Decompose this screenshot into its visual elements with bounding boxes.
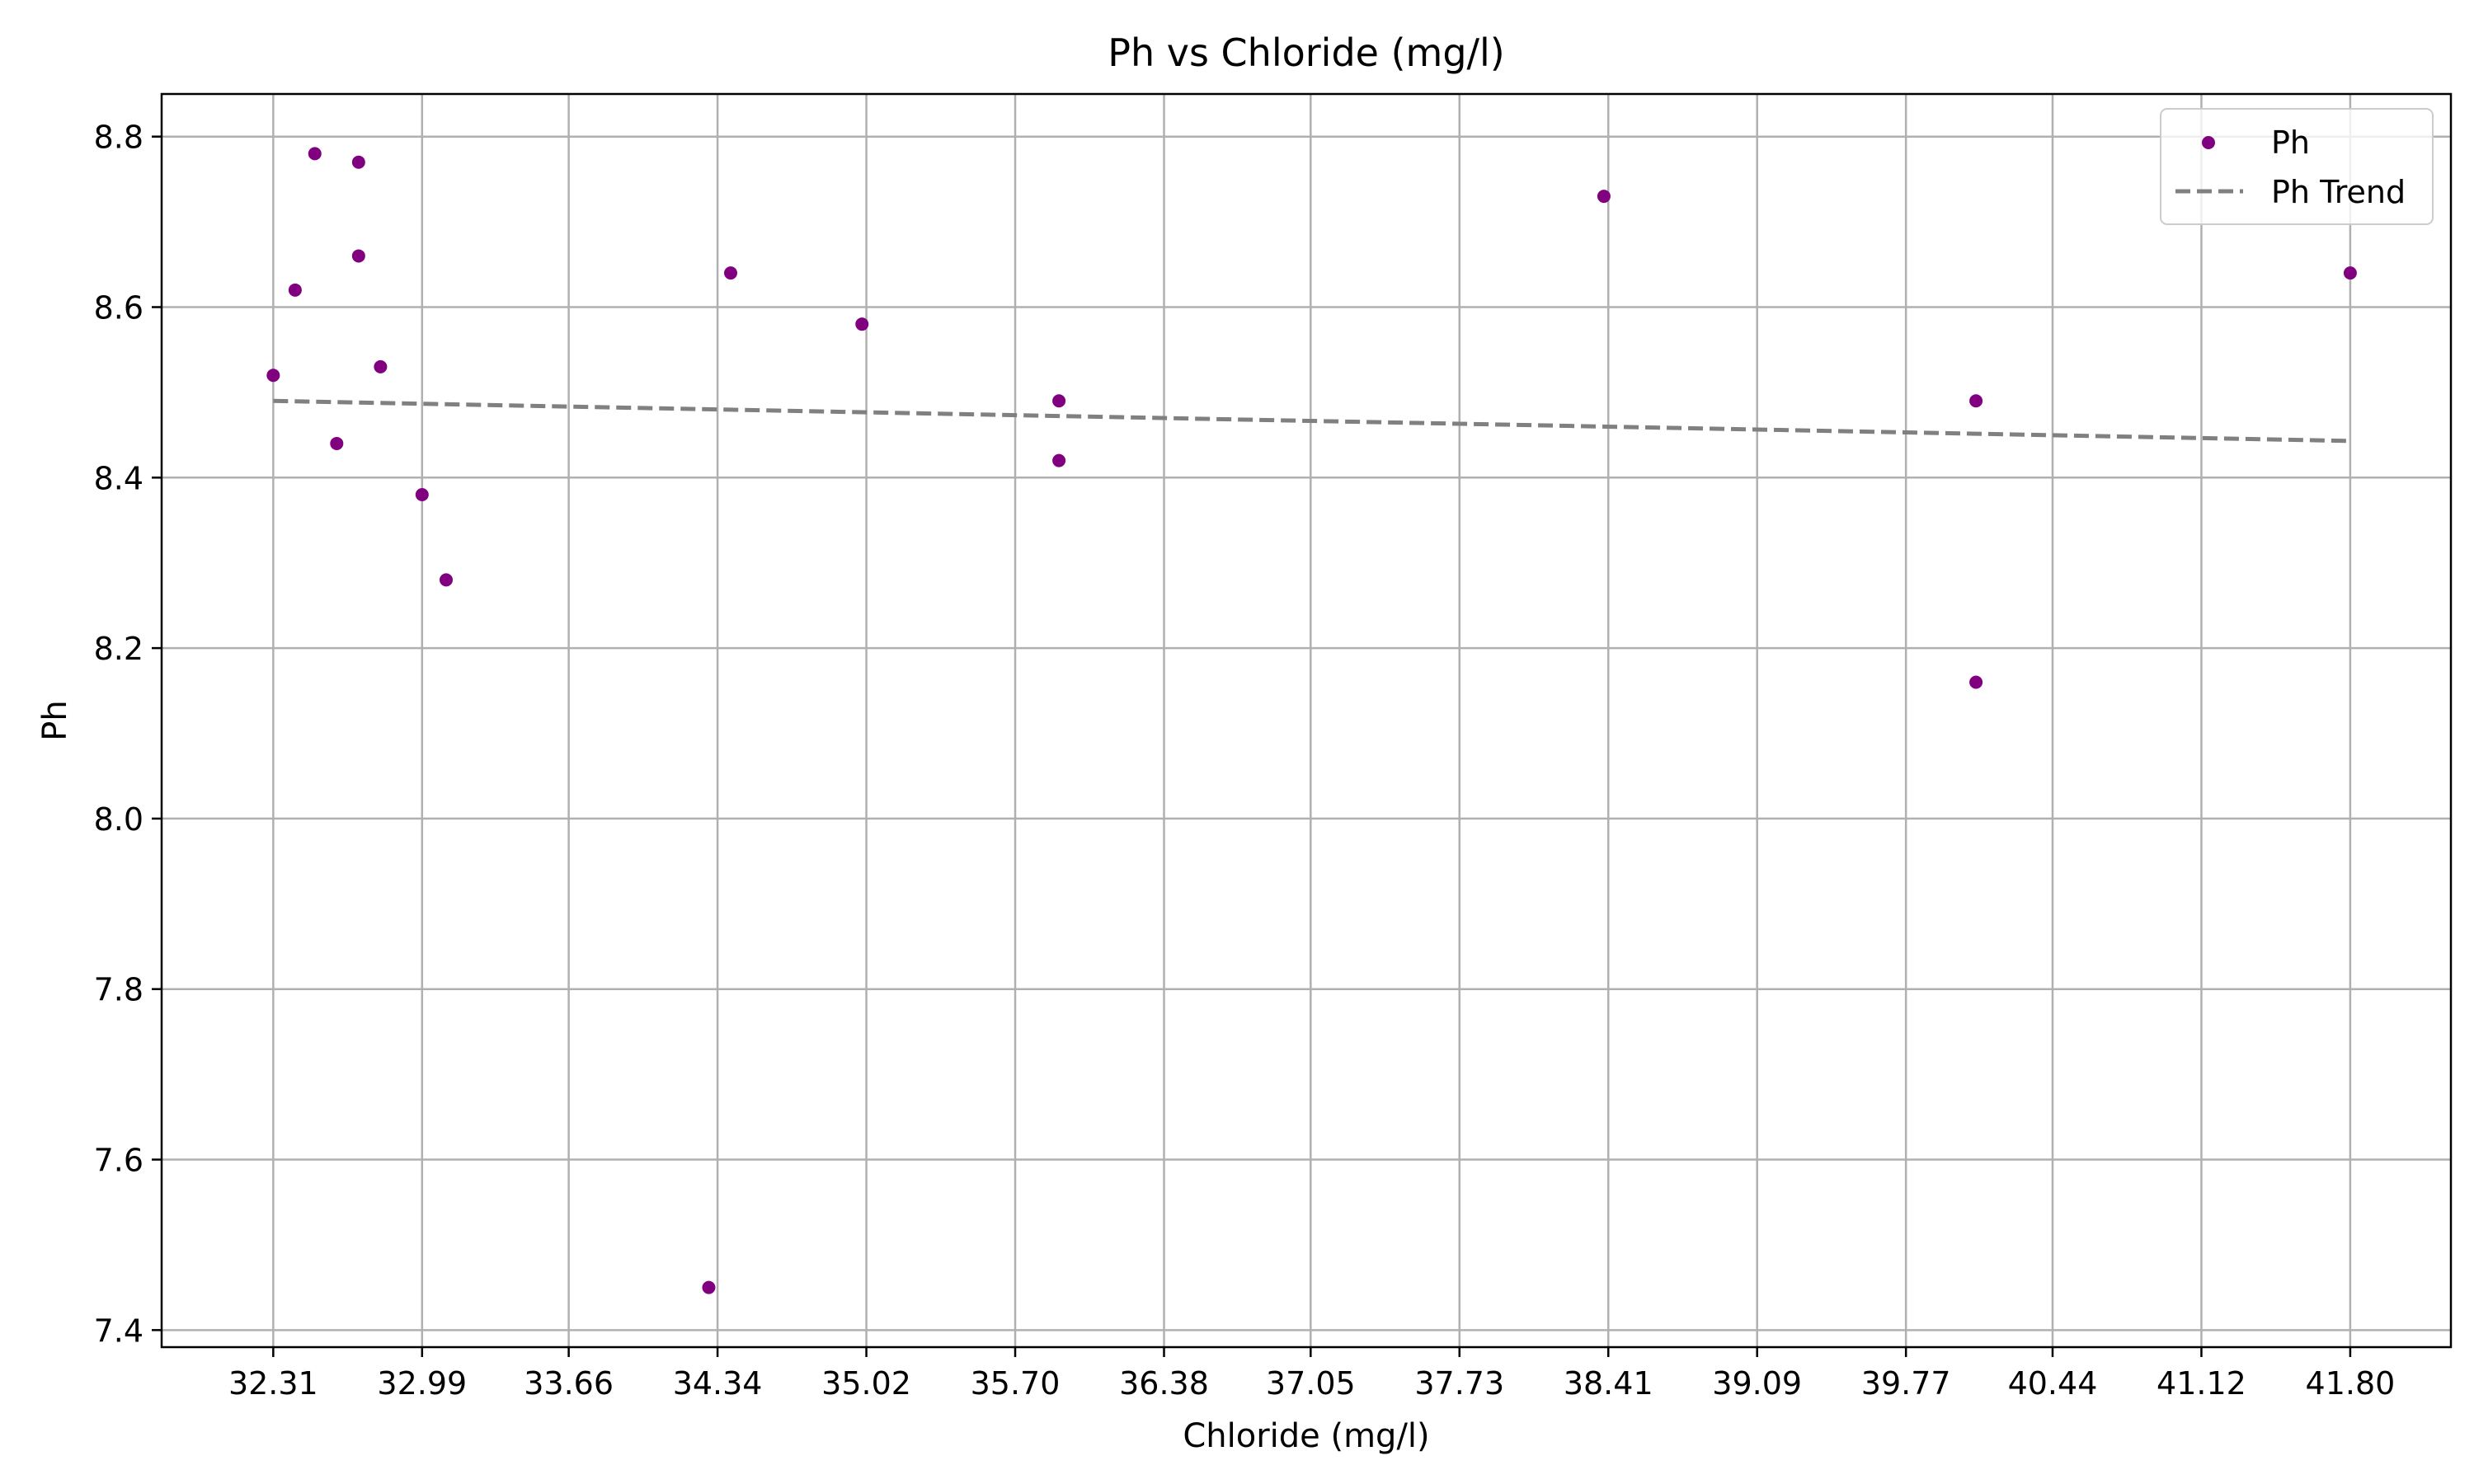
scatter-point [1052, 453, 1066, 467]
y-tick-label: 7.6 [94, 1143, 143, 1179]
x-tick-label: 34.34 [673, 1365, 763, 1402]
x-tick-label: 35.02 [821, 1365, 911, 1402]
y-tick-label: 8.6 [94, 290, 143, 326]
scatter-point [1969, 675, 1983, 689]
scatter-point [288, 283, 302, 297]
scatter-point [1969, 394, 1983, 408]
y-tick-label: 8.4 [94, 460, 143, 496]
x-tick-label: 36.38 [1119, 1365, 1209, 1402]
x-tick-label: 32.99 [377, 1365, 467, 1402]
scatter-point [330, 436, 344, 450]
x-tick-label: 38.41 [1564, 1365, 1653, 1402]
x-tick-label: 41.12 [2157, 1365, 2246, 1402]
scatter-point [308, 147, 322, 161]
y-tick-label: 7.4 [94, 1313, 143, 1349]
legend-marker-ph [2202, 136, 2215, 149]
scatter-point [266, 369, 280, 383]
trend-line [273, 398, 2350, 444]
x-tick-label: 33.66 [524, 1365, 614, 1402]
x-tick-label: 37.73 [1414, 1365, 1504, 1402]
scatter-point [351, 155, 365, 169]
y-tick-label: 8.8 [94, 120, 143, 156]
legend-box [2160, 108, 2434, 225]
y-tick-label: 8.2 [94, 631, 143, 667]
scatter-point [415, 487, 429, 501]
scatter-point [374, 359, 388, 373]
chart-title: Ph vs Chloride (mg/l) [1108, 31, 1505, 75]
x-tick-label: 32.31 [228, 1365, 318, 1402]
scatter-point [724, 266, 738, 280]
scatter-point [2343, 266, 2357, 280]
x-tick-label: 35.70 [971, 1365, 1061, 1402]
grid [162, 94, 2451, 1347]
x-axis: 32.31 32.99 33.66 34.34 35.02 35.70 36.38 37.05… [228, 1347, 2395, 1402]
y-axis: 7.4 7.6 7.8 8.0 8.2 8.4 8.6 8.8 [94, 120, 162, 1349]
trend-layer [273, 398, 2350, 444]
scatter-point [855, 317, 869, 331]
scatter-point [1052, 394, 1066, 408]
scatter-points [266, 147, 2357, 1294]
x-tick-label: 41.80 [2306, 1365, 2396, 1402]
legend-label-ph: Ph [2271, 124, 2310, 161]
x-tick-label: 37.05 [1266, 1365, 1356, 1402]
scatter-point [1597, 190, 1611, 204]
x-axis-label: Chloride (mg/l) [1183, 1417, 1429, 1455]
y-tick-label: 7.8 [94, 972, 143, 1008]
legend-label-trend: Ph Trend [2271, 174, 2406, 210]
x-tick-label: 39.09 [1712, 1365, 1802, 1402]
plot-frame [160, 92, 2453, 1349]
y-axis-label: Ph [36, 700, 74, 740]
scatter-point [702, 1280, 716, 1294]
scatter-point [440, 573, 454, 587]
y-tick-label: 8.0 [94, 801, 143, 838]
legend: Ph Ph Trend [2160, 108, 2434, 225]
x-tick-label: 39.77 [1861, 1365, 1951, 1402]
x-tick-label: 40.44 [2008, 1365, 2098, 1402]
scatter-point [351, 249, 365, 263]
